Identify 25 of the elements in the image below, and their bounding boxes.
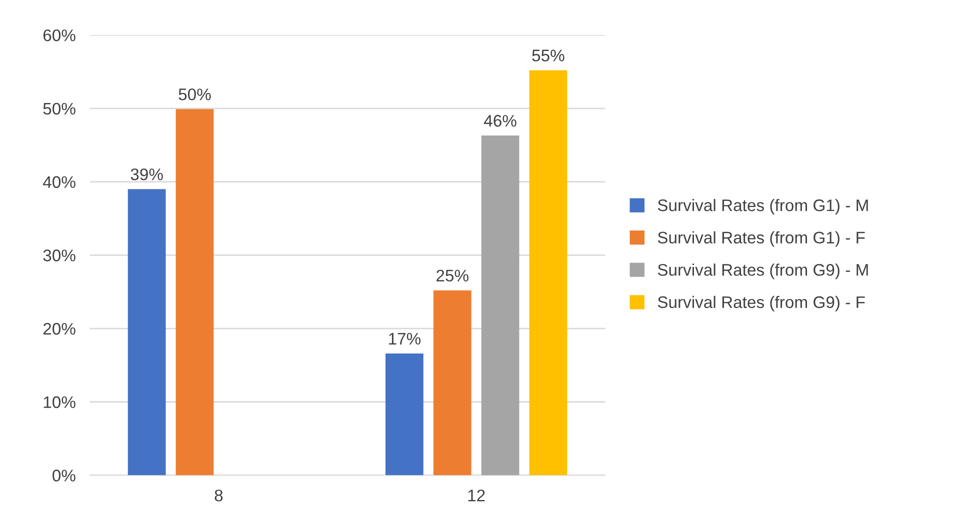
bar (433, 290, 472, 476)
y-tick-label: 10% (44, 396, 76, 408)
bar (529, 70, 568, 476)
bar (128, 189, 166, 476)
legend-label: Survival Rates (from G9) - M (658, 264, 868, 280)
data-label: 50% (178, 88, 211, 100)
data-label: 17% (389, 332, 421, 345)
data-label: 55% (532, 50, 564, 62)
x-tick-label: 8 (214, 490, 223, 502)
y-tick-label: 40% (43, 176, 76, 188)
legend-label: Survival Rates (from G9) - F (658, 296, 865, 312)
y-tick-label: 0% (52, 470, 76, 482)
y-tick-label: 50% (43, 102, 76, 115)
bar (386, 353, 424, 476)
y-tick-label: 60% (43, 29, 76, 42)
data-label: 25% (436, 270, 468, 282)
data-label: 46% (484, 114, 516, 127)
y-tick-label: 20% (43, 322, 76, 335)
y-tick-label: 30% (43, 250, 76, 262)
bar (176, 109, 214, 476)
legend-label: Survival Rates (from G1) - F (658, 231, 865, 247)
data-label: 39% (130, 168, 163, 180)
x-tick-label: 12 (468, 490, 485, 502)
bar (481, 136, 520, 476)
legend-label: Survival Rates (from G1) - M (658, 198, 868, 215)
